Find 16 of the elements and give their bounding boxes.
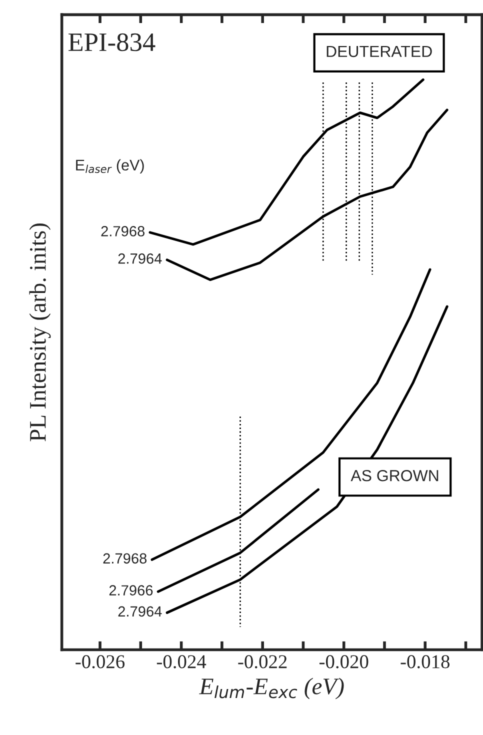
- annotation: AS GROWN: [350, 470, 438, 482]
- series-label: 2.7968: [103, 553, 147, 564]
- x-tick-label: -0.024: [156, 655, 206, 668]
- series-label: 2.7966: [109, 585, 153, 596]
- x-tick-label: -0.026: [76, 655, 125, 668]
- x-tick-label: -0.020: [319, 655, 368, 668]
- series-label: 2.7964: [118, 606, 162, 617]
- series-label: 2.7968: [101, 226, 145, 236]
- y-axis-title: PL Intensity (arb. inits): [29, 224, 51, 442]
- series-label: 2.7964: [118, 253, 162, 264]
- annotation: E$_{laser}$ (eV): [76, 159, 144, 174]
- x-axis-title: E$_{lum}$-E$_{exc}$ (eV): [199, 678, 344, 700]
- text: EPI-834: [68, 33, 156, 52]
- x-tick-label: -0.022: [238, 655, 287, 668]
- x-tick-label: -0.018: [400, 655, 450, 668]
- text: DEUTERATED: [326, 46, 432, 58]
